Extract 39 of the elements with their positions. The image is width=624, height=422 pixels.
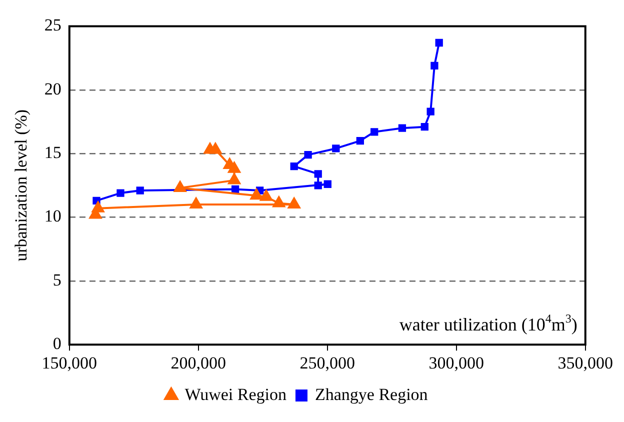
point <box>174 180 186 192</box>
point <box>314 182 322 190</box>
point <box>204 142 216 154</box>
y-axis-title: urbanization level (%) <box>12 109 31 262</box>
point <box>324 180 332 188</box>
point <box>228 173 240 184</box>
legend-label: Wuwei Region <box>184 384 287 404</box>
point <box>250 188 263 200</box>
point <box>260 190 272 201</box>
y-tick-label: 15 <box>44 143 62 162</box>
x-tick-label: 200,000 <box>170 353 226 372</box>
x-tick-label: 250,000 <box>300 353 356 372</box>
point <box>332 144 340 152</box>
y-tick-label: 0 <box>52 334 62 354</box>
y-tick-label: 20 <box>44 79 62 98</box>
point <box>92 201 104 212</box>
point <box>116 189 124 197</box>
y-tick-label: 5 <box>52 270 62 290</box>
point <box>272 196 286 208</box>
point <box>435 38 443 47</box>
point <box>136 186 144 194</box>
point <box>288 198 300 209</box>
x-tick-label: 150,000 <box>42 353 98 372</box>
x-tick-label: 350,000 <box>558 353 613 372</box>
point <box>398 124 406 132</box>
point <box>190 198 202 209</box>
point <box>430 62 438 70</box>
y-tick-label: 10 <box>44 206 62 226</box>
point <box>370 128 378 136</box>
point <box>356 136 364 145</box>
legend-label: Zhangye Region <box>314 384 428 404</box>
x-tick-label: 300,000 <box>428 353 484 372</box>
point <box>290 162 298 170</box>
point <box>420 122 428 131</box>
y-tick-label: 25 <box>44 16 62 35</box>
point <box>231 185 240 194</box>
point <box>426 108 434 116</box>
point <box>304 151 312 159</box>
point <box>314 170 322 178</box>
